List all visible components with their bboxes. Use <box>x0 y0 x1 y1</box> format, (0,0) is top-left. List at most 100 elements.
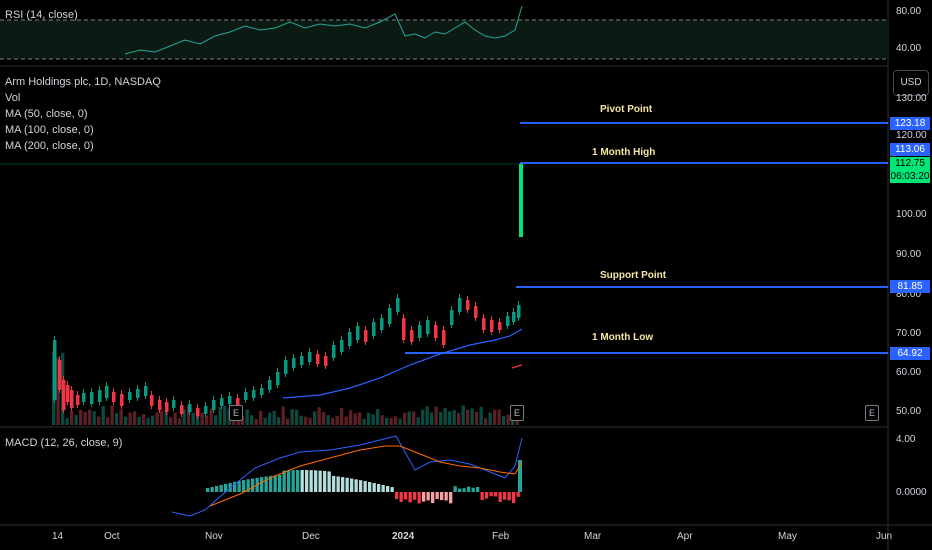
macd-histogram-bar <box>318 470 322 492</box>
volume-bar <box>110 405 114 425</box>
rsi-axis-40: 40.00 <box>896 43 922 54</box>
ma100-legend[interactable]: MA (100, close, 0) <box>5 124 94 136</box>
volume-bar <box>56 357 60 425</box>
candle-body <box>466 300 470 310</box>
volume-bar <box>394 416 398 425</box>
macd-histogram-bar <box>282 470 286 492</box>
macd-legend[interactable]: MACD (12, 26, close, 9) <box>5 437 123 449</box>
ma50-legend[interactable]: MA (50, close, 0) <box>5 108 88 120</box>
volume-bar <box>254 418 258 425</box>
volume-bar <box>299 415 303 425</box>
volume-bar <box>115 413 119 425</box>
macd-histogram-bar <box>273 475 277 492</box>
volume-bar <box>502 416 506 425</box>
candle-body <box>98 390 102 402</box>
volume-bar <box>398 418 402 425</box>
price-axis-70: 70.00 <box>896 328 922 339</box>
earnings-icon[interactable]: E <box>510 405 524 421</box>
candle-body <box>66 385 70 402</box>
ma-line <box>282 328 523 399</box>
volume-bar <box>304 416 308 425</box>
volume-legend[interactable]: Vol <box>5 92 21 104</box>
candle-body <box>506 316 510 326</box>
volume-bar <box>214 415 218 425</box>
candle-body <box>260 388 264 395</box>
macd-histogram-bar <box>350 478 354 492</box>
candle-body <box>316 354 320 364</box>
macd-histogram-bar <box>345 477 349 492</box>
volume-bar <box>277 417 281 425</box>
macd-histogram-bar <box>359 480 363 492</box>
volume-bar <box>340 407 344 425</box>
candle-body <box>364 330 368 342</box>
macd-histogram-bar <box>498 492 502 502</box>
volume-bar <box>245 409 249 425</box>
price-axis-120: 120.00 <box>896 130 927 141</box>
volume-bar <box>173 412 177 425</box>
macd-histogram-bar <box>309 470 313 492</box>
candle-body <box>158 400 162 410</box>
volume-bar <box>497 409 501 425</box>
volume-bar <box>385 417 389 425</box>
volume-bar <box>128 412 132 425</box>
macd-line <box>171 435 523 517</box>
macd-histogram-bar <box>251 478 255 492</box>
volume-bar <box>443 407 447 425</box>
candle-body <box>276 372 280 385</box>
candle-body <box>196 408 200 416</box>
volume-bar <box>250 415 254 425</box>
volume-bar <box>493 409 497 425</box>
volume-bar <box>191 412 195 425</box>
macd-histogram-bar <box>215 485 219 492</box>
candle-body <box>474 306 478 318</box>
macd-histogram-bar <box>354 479 358 492</box>
candle-body <box>172 400 176 408</box>
macd-histogram-bar <box>449 492 453 504</box>
rsi-legend[interactable]: RSI (14, close) <box>5 9 78 21</box>
earnings-icon[interactable]: E <box>229 405 243 421</box>
macd-histogram-bar <box>323 470 327 492</box>
signal-line <box>209 445 523 507</box>
candle-body <box>396 298 400 312</box>
last-price-tag: 112.75 <box>890 157 930 170</box>
last-candle <box>519 164 523 237</box>
rsi-axis-80: 80.00 <box>896 6 922 17</box>
earnings-icon[interactable]: E <box>865 405 879 421</box>
volume-bar <box>286 418 290 425</box>
macd-histogram-bar <box>518 460 522 492</box>
volume-bar <box>209 408 213 425</box>
volume-bar <box>70 410 74 425</box>
macd-histogram-bar <box>395 492 399 500</box>
time-axis-label: May <box>778 531 797 542</box>
candle-body <box>105 386 109 398</box>
volume-bar <box>380 415 384 425</box>
volume-bar <box>295 409 299 425</box>
volume-bar <box>142 414 146 425</box>
volume-bar <box>65 417 69 425</box>
time-axis-label: Mar <box>584 531 602 542</box>
volume-bar <box>452 410 456 425</box>
candle-body <box>144 386 148 396</box>
macd-histogram-bar <box>399 492 403 502</box>
price-axis-100: 100.00 <box>896 209 927 220</box>
ma200-legend[interactable]: MA (200, close, 0) <box>5 140 94 152</box>
macd-histogram-bar <box>246 479 250 492</box>
volume-bar <box>506 414 510 425</box>
candle-body <box>498 322 502 330</box>
ma-line <box>511 364 523 369</box>
macd-histogram-bar <box>341 477 345 492</box>
macd-histogram-bar <box>440 492 444 501</box>
macd-histogram-bar <box>512 492 516 504</box>
candle-body <box>120 394 124 406</box>
macd-histogram-bar <box>494 492 498 497</box>
volume-bar <box>430 412 434 425</box>
macd-histogram-bar <box>408 492 412 503</box>
symbol-title[interactable]: Arm Holdings plc, 1D, NASDAQ <box>5 76 161 88</box>
candle-body <box>388 308 392 324</box>
low-level-label: 1 Month Low <box>592 332 654 343</box>
macd-histogram-bar <box>404 492 408 500</box>
macd-histogram-bar <box>278 474 282 492</box>
volume-bar <box>290 409 294 425</box>
currency-button[interactable]: USD <box>893 70 929 96</box>
